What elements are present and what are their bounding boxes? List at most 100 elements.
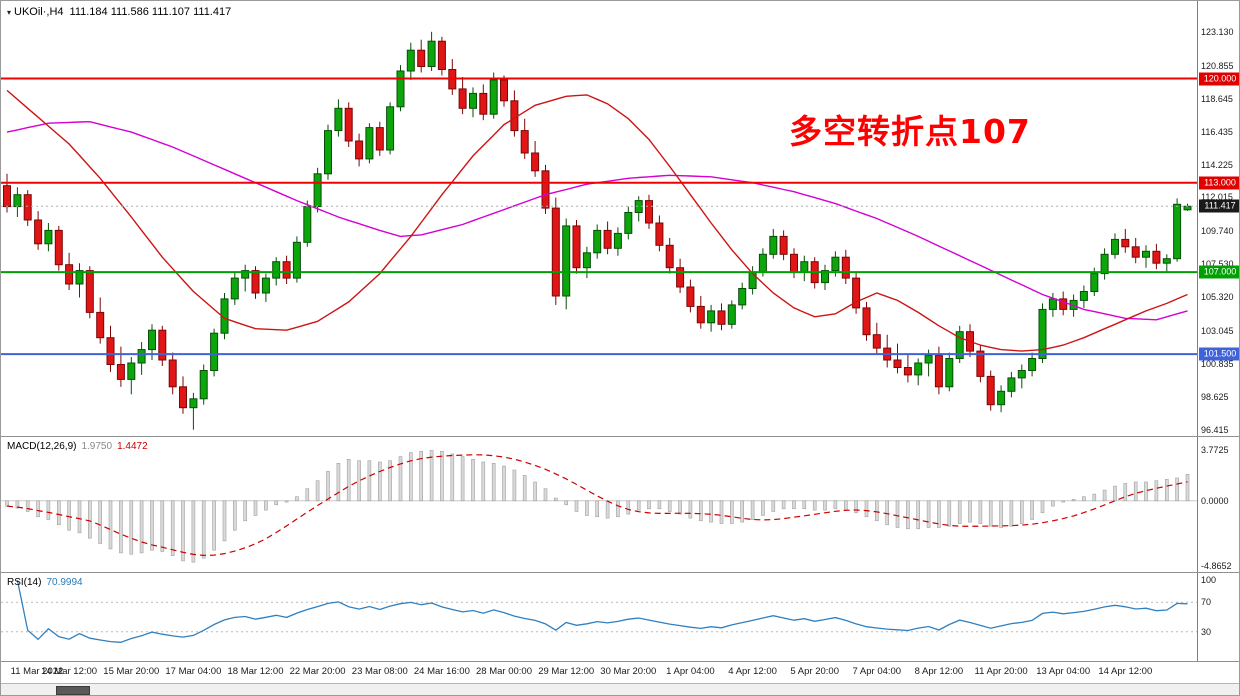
time-label: 24 Mar 16:00 <box>413 666 470 677</box>
macd-bar <box>740 500 745 523</box>
candle <box>562 218 571 310</box>
candle <box>292 236 301 283</box>
candle <box>469 87 477 118</box>
price-tick: 118.645 <box>1201 93 1233 104</box>
candle <box>738 282 747 310</box>
candle <box>510 90 519 137</box>
price-scale[interactable]: 123.130 120.855 118.645 116.435 114.225 112.0… <box>1197 1 1239 436</box>
panel-separator[interactable] <box>1 572 1239 573</box>
time-label: 8 Apr 12:00 <box>914 666 964 677</box>
price-tick: 112.015 <box>1201 192 1233 203</box>
candle <box>1017 364 1026 389</box>
macd-bar <box>823 500 827 511</box>
macd-bar <box>543 488 548 502</box>
macd-bar <box>719 500 724 524</box>
scrollbar-thumb[interactable] <box>56 686 90 695</box>
candle <box>386 102 395 155</box>
horizontal-scrollbar[interactable] <box>1 683 1239 695</box>
macd-bar <box>98 500 102 544</box>
candle <box>282 255 291 284</box>
macd-bar <box>605 500 610 519</box>
price-badge-101.500: 101.500 <box>1199 347 1239 361</box>
macd-bar <box>129 500 134 555</box>
candle <box>1038 303 1047 363</box>
time-label: 1 Apr 04:00 <box>666 666 715 677</box>
macd-bar <box>1165 479 1169 502</box>
price-tick: 98.625 <box>1201 391 1229 402</box>
macd-bar <box>274 500 279 506</box>
macd-bar <box>595 500 600 518</box>
macd-bar <box>533 481 537 502</box>
rsi-tick: 100 <box>1201 575 1217 586</box>
annotation-text[interactable]: 多空转折点107 <box>789 112 1031 151</box>
candle <box>96 297 105 344</box>
candle <box>500 75 508 107</box>
macd-scale[interactable]: 3.7725 0.0000 -4.8652 <box>1197 437 1239 572</box>
macd-bar <box>212 500 216 551</box>
time-label: 30 Mar 20:00 <box>600 666 657 677</box>
price-badge-111.417: 111.417 <box>1199 199 1239 213</box>
candles-layer <box>3 31 1192 430</box>
candle <box>324 124 332 180</box>
candle <box>75 263 84 298</box>
panel-separator[interactable] <box>1 436 1239 437</box>
candle <box>106 325 115 372</box>
candle <box>127 357 136 395</box>
candle <box>44 223 53 252</box>
rsi-indicator-label: RSI(14) 70.9994 <box>7 577 83 588</box>
candle <box>862 301 871 341</box>
candle <box>1100 248 1109 280</box>
candle <box>210 328 219 377</box>
macd-bar <box>802 500 807 510</box>
price-badge-107.000: 107.000 <box>1199 265 1239 279</box>
candle <box>696 296 705 329</box>
candle <box>116 346 125 387</box>
candle <box>179 376 187 414</box>
macd-bar <box>36 500 40 518</box>
rsi-panel-canvas[interactable] <box>1 573 1197 661</box>
candle <box>1162 254 1171 273</box>
macd-bar <box>916 500 921 530</box>
candle <box>1079 285 1088 308</box>
main-chart-canvas[interactable] <box>1 1 1197 436</box>
rsi-scale[interactable]: 100 70 30 <box>1197 573 1239 661</box>
macd-indicator-label: MACD(12,26,9) 1.9750 1.4472 <box>7 441 148 452</box>
panel-separator[interactable] <box>1 661 1239 662</box>
macd-bar <box>729 500 734 524</box>
macd-bar <box>1092 493 1097 502</box>
macd-bar <box>284 500 289 503</box>
macd-bar <box>1102 489 1107 502</box>
time-label: 7 Apr 04:00 <box>852 666 902 677</box>
candle <box>489 72 498 119</box>
macd-bar <box>326 471 330 502</box>
candle <box>1028 352 1037 377</box>
macd-bar <box>253 500 258 516</box>
macd-panel-canvas[interactable] <box>1 437 1197 572</box>
time-axis[interactable]: 11 Mar 2022 14 Mar 12:00 15 Mar 20:00 17 Ma… <box>1 662 1239 682</box>
macd-name: MACD(12,26,9) <box>7 441 77 452</box>
macd-bar <box>46 500 51 520</box>
candle <box>261 273 270 302</box>
candle <box>986 370 995 411</box>
candle <box>1183 203 1192 211</box>
macd-signal-line <box>6 454 1188 557</box>
candle <box>375 121 384 156</box>
time-label: 17 Mar 04:00 <box>165 666 222 677</box>
macd-bar <box>1185 474 1190 502</box>
macd-bar <box>429 450 434 502</box>
candle <box>406 42 415 80</box>
candle <box>344 102 353 147</box>
candle <box>230 272 239 305</box>
time-label: 4 Apr 12:00 <box>728 666 777 677</box>
candle <box>976 345 985 383</box>
macd-bar <box>647 500 651 510</box>
macd-bar <box>295 496 299 502</box>
time-label: 18 Mar 12:00 <box>227 666 284 677</box>
time-label: 22 Mar 20:00 <box>289 666 346 677</box>
candle <box>396 65 405 112</box>
macd-bar <box>854 500 858 514</box>
macd-bar <box>264 500 268 511</box>
macd-bar <box>170 500 175 556</box>
macd-bar <box>1030 500 1034 520</box>
candle <box>1173 198 1182 262</box>
